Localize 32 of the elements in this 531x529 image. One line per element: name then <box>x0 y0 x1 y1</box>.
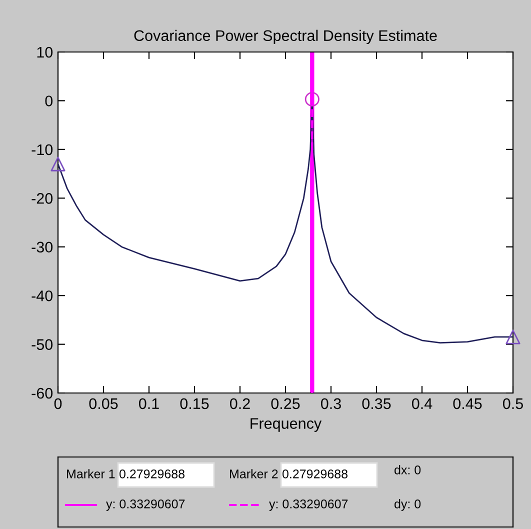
x-tick-label: 0.5 <box>502 398 523 410</box>
chart-title: Covariance Power Spectral Density Estimate <box>134 30 437 44</box>
point <box>50 156 66 172</box>
text: y: 0.33290607 <box>269 500 348 511</box>
point <box>304 92 320 107</box>
text: Marker 1 <box>67 469 115 478</box>
y-tick-label: 0 <box>45 96 53 106</box>
text: 0.27929688 <box>119 470 184 478</box>
x-tick-label: 0.15 <box>180 398 209 410</box>
point <box>506 330 520 344</box>
x-tick-label: 0.25 <box>271 398 300 410</box>
y-tick-label: -20 <box>32 193 53 204</box>
x-tick-label: 0 <box>54 398 62 410</box>
x-tick-label: 0.3 <box>320 398 341 410</box>
y-tick-label: -30 <box>32 242 53 253</box>
x-axis-title: Frequency <box>250 418 322 432</box>
text: dy: 0 <box>394 499 421 511</box>
x-tick-label: 0.05 <box>89 398 118 410</box>
y-tick-label: -40 <box>32 290 53 302</box>
x-tick-label: 0.35 <box>362 398 391 410</box>
x-tick-label: 0.45 <box>453 398 482 410</box>
text: y: 0.33290607 <box>106 500 185 511</box>
y-tick-label: 10 <box>37 46 53 58</box>
x-tick-label: 0.2 <box>230 398 250 410</box>
x-tick-label: 0.4 <box>412 398 432 410</box>
text: 0.27929688 <box>282 470 348 478</box>
text: Marker 2 <box>230 469 278 478</box>
y-tick-label: -60 <box>32 388 53 399</box>
y-tick-label: -10 <box>32 144 53 156</box>
y-tick-label: -50 <box>32 339 53 350</box>
text: dx: 0 <box>394 465 421 474</box>
x-tick-label: 0.1 <box>138 398 159 410</box>
